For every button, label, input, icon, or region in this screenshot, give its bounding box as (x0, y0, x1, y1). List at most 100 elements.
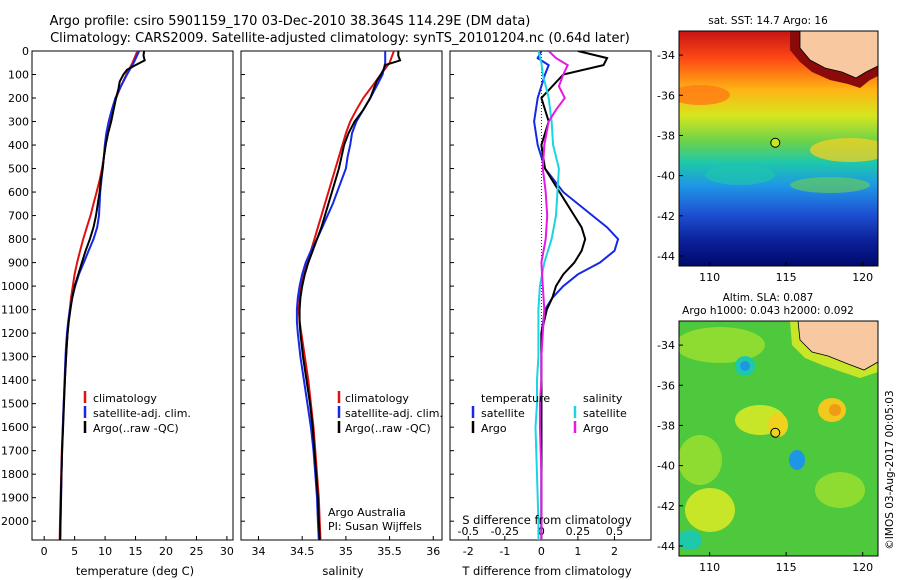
map-y-tick-label: -44 (657, 250, 675, 263)
annotation-argo-australia: Argo Australia (328, 506, 406, 519)
x-tick-label: 30 (220, 545, 234, 558)
difference-panel (449, 50, 652, 541)
sst-map-axes: 110 115 120 -34 -36 -38 -40 -42 -44 (657, 49, 873, 284)
temperature-series (58, 51, 146, 540)
x-tick-label: 5 (71, 545, 78, 558)
sla-patch (679, 435, 722, 485)
legend-climatology: climatology (93, 392, 157, 405)
series-line-s-satellite (534, 51, 560, 540)
map-y-tick-label: -40 (657, 170, 675, 183)
map-x-tick-label: 110 (699, 271, 720, 284)
sst-map-frame (678, 30, 879, 267)
map-y-tick-label: -36 (657, 379, 675, 392)
top-tick-label: -0.25 (491, 525, 519, 538)
sla-map-axes: 110 115 120 -34 -36 -38 -40 -42 -44 (657, 339, 873, 574)
x-tick-label: 0 (41, 545, 48, 558)
sla-patch (815, 472, 865, 508)
map-x-tick-label: 120 (852, 271, 873, 284)
sla-patch (679, 327, 765, 363)
depth-tick-label: 200 (8, 92, 29, 105)
map-x-tick-label: 115 (776, 271, 797, 284)
depth-tick-label: 2000 (1, 515, 29, 528)
sla-patch (829, 404, 841, 416)
map-x-tick-label: 120 (852, 561, 873, 574)
x-tick-label: -2 (463, 545, 474, 558)
depth-tick-label: 1400 (1, 374, 29, 387)
salinity-legend: climatology satellite-adj. clim. Argo(..… (328, 391, 443, 533)
sla-title-2: Argo h1000: 0.043 h2000: 0.092 (682, 305, 854, 317)
depth-tick-label: 1000 (1, 280, 29, 293)
legend-header-temperature: temperature (481, 392, 550, 405)
salinity-series (295, 51, 402, 540)
x-tick-label: -1 (499, 545, 510, 558)
series-line-s-argo (538, 51, 569, 540)
sla-patch (789, 450, 805, 470)
x-tick-label: 10 (98, 545, 112, 558)
argo-float-marker (770, 427, 781, 438)
sla-patch (768, 413, 788, 437)
salinity-x-ticks: 34 34.5 35 35.5 36 (251, 536, 440, 558)
annotation-pi: PI: Susan Wijffels (328, 520, 422, 533)
depth-tick-label: 1300 (1, 351, 29, 364)
map-y-tick-label: -38 (657, 419, 675, 432)
map-y-tick-label: -42 (657, 210, 675, 223)
top-tick-label: 0.25 (566, 525, 591, 538)
sst-map-title: sat. SST: 14.7 Argo: 16 (708, 15, 828, 27)
depth-tick-label: 1600 (1, 421, 29, 434)
depth-axis: 0 100 200 300 400 500 600 700 800 900 1000 1100 1200… (1, 45, 454, 528)
x-tick-label: 35 (339, 545, 353, 558)
land-australia (797, 321, 878, 371)
depth-tick-label: 400 (8, 139, 29, 152)
depth-tick-label: 800 (8, 233, 29, 246)
sst-patch (790, 177, 870, 193)
temperature-legend: climatology satellite-adj. clim. Argo(..… (83, 391, 191, 435)
depth-tick-label: 1900 (1, 492, 29, 505)
x-tick-label: 36 (426, 545, 440, 558)
sla-patch (679, 530, 702, 550)
legend-argo: Argo(..raw -QC) (93, 422, 179, 435)
legend-s-satellite: satellite (583, 407, 627, 420)
depth-tick-label: 1200 (1, 327, 29, 340)
salinity-xlabel: salinity (322, 564, 363, 578)
depth-tick-label: 900 (8, 257, 29, 270)
title-line-2: Climatology: CARS2009. Satellite-adjuste… (50, 31, 630, 46)
imos-watermark: ©IMOS 03-Aug-2017 00:05:03 (884, 390, 896, 549)
top-tick-label: 0.5 (606, 525, 624, 538)
s-diff-xlabel: S difference from climatology (462, 513, 632, 527)
map-y-tick-label: -44 (657, 540, 675, 553)
sla-map (679, 321, 878, 556)
x-tick-label: 15 (129, 545, 143, 558)
legend-argo: Argo(..raw -QC) (345, 422, 431, 435)
depth-tick-label: 1100 (1, 304, 29, 317)
legend-satellite: satellite-adj. clim. (93, 407, 191, 420)
legend-s-argo: Argo (583, 422, 609, 435)
difference-legend: temperature salinity satellite Argo sate… (471, 392, 627, 435)
map-y-tick-label: -40 (657, 460, 675, 473)
map-x-tick-label: 110 (699, 561, 720, 574)
depth-tick-label: 300 (8, 116, 29, 129)
x-tick-label: 1 (574, 545, 581, 558)
salinity-panel (240, 50, 443, 541)
series-line-argo (298, 51, 402, 540)
x-tick-label: 34 (251, 545, 265, 558)
x-tick-label: 25 (189, 545, 203, 558)
x-tick-label: 35.5 (377, 545, 402, 558)
map-y-tick-label: -34 (657, 49, 675, 62)
top-tick-label: -0.5 (458, 525, 479, 538)
land-australia (799, 31, 878, 79)
temperature-xlabel: temperature (deg C) (76, 564, 194, 578)
sla-patch (685, 488, 735, 532)
depth-tick-label: 1500 (1, 398, 29, 411)
legend-satellite: satellite-adj. clim. (345, 407, 443, 420)
sst-patch (679, 85, 730, 105)
depth-tick-label: 600 (8, 186, 29, 199)
legend-climatology: climatology (345, 392, 409, 405)
x-tick-label: 34.5 (290, 545, 315, 558)
depth-tick-label: 1700 (1, 445, 29, 458)
t-diff-xlabel: T difference from climatology (461, 564, 632, 578)
x-tick-label: 0 (538, 545, 545, 558)
sst-patch (705, 165, 775, 185)
sst-map (679, 31, 878, 266)
difference-series (533, 51, 620, 540)
